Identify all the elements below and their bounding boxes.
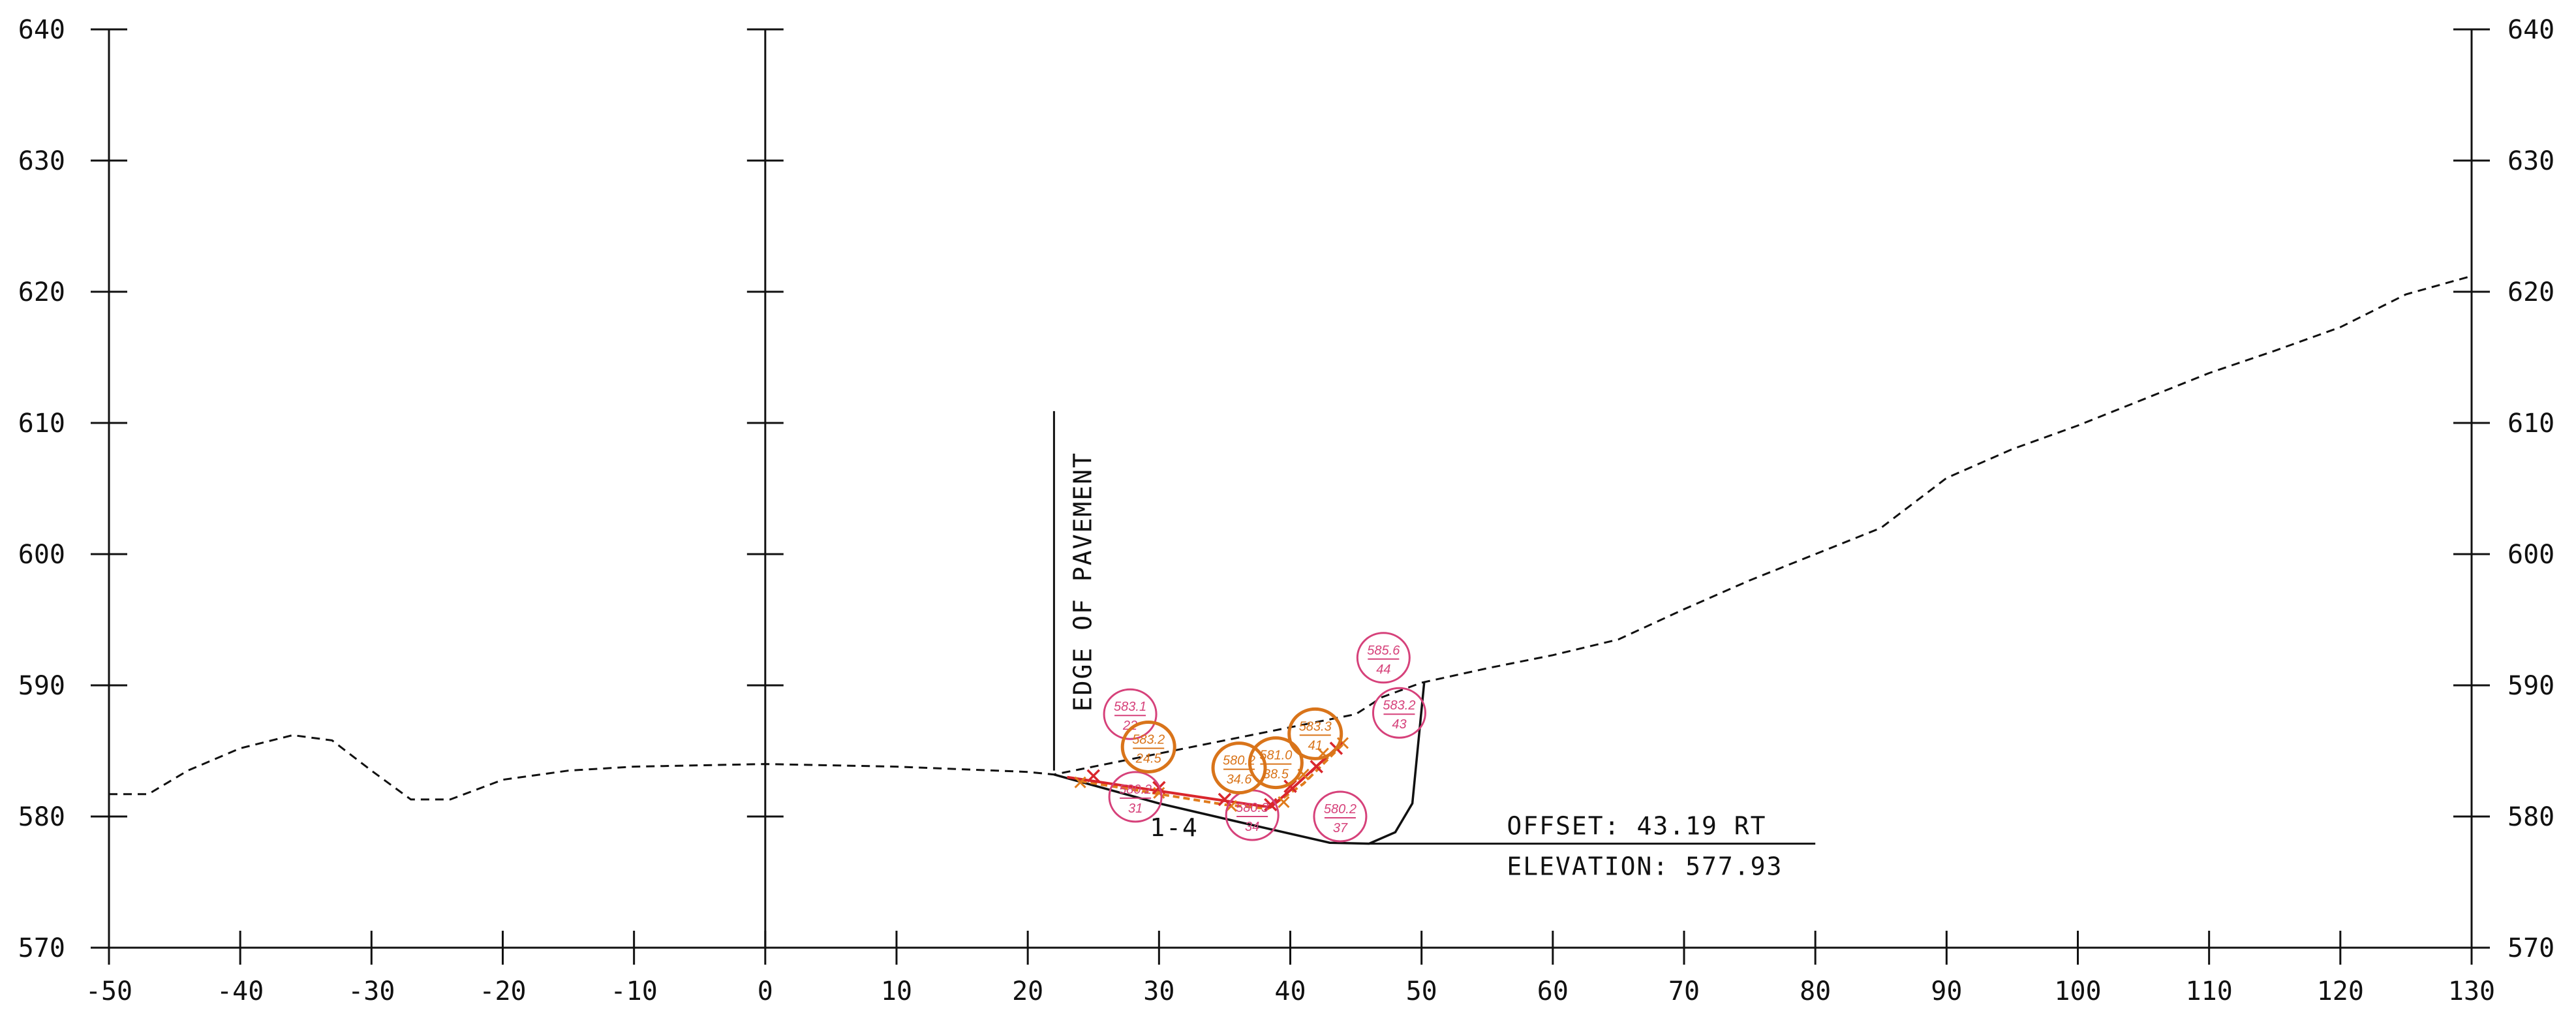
pink-bubble-offset: 44 [1376,662,1390,677]
red-survey-point [1310,760,1323,773]
x-tick-label: 0 [758,976,773,1006]
pink-bubble-elevation: 580.3 [1236,801,1268,815]
pink-bubble: 583.2 43 [1372,687,1426,739]
y-tick-label-right: 590 [2507,671,2554,701]
pink-bubble-offset: 31 [1128,801,1142,816]
x-tick-label: -50 [85,976,132,1006]
x-tick-label: 50 [1406,976,1437,1006]
pink-bubble-elevation: 580.2 [1324,802,1357,817]
y-tick-label-right: 580 [2507,802,2554,832]
pink-bubble: 583.1 22 [1103,688,1158,740]
orange-bubble: 583.3 41 [1287,707,1343,760]
existing-ground-dashed-line [109,275,2472,801]
pink-bubble-outline [1108,771,1163,823]
section-id-label: 1-4 [1150,813,1199,842]
x-tick-label: 40 [1274,976,1306,1006]
orange-survey-point [1278,796,1290,808]
y-tick-label-left: 640 [18,15,65,45]
x-tick-label: -10 [611,976,658,1006]
orange-bubble-elevation: 580.2 [1223,754,1255,768]
elevation-label: ELEVATION: 577.93 [1507,852,1783,881]
offset-label: OFFSET: 43.19 RT [1507,812,1766,841]
x-tick-label: 20 [1012,976,1043,1006]
orange-survey-point [1074,776,1086,788]
field-annotations: 583.1 22 580.2 31 580.3 34 580.2 37 585.6 44 583.2… [1067,632,1426,843]
profiles [109,275,2472,845]
drawing-notes: EDGE OF PAVEMENT 1-4 OFFSET: 43.19 RT EL… [1068,452,1816,881]
x-tick-label: 100 [2054,976,2101,1006]
y-tick-label-right: 630 [2507,146,2554,176]
pink-bubble-offset: 34 [1245,820,1259,834]
x-tick-label: 80 [1800,976,1831,1006]
y-tick-label-right: 600 [2507,540,2554,570]
x-tick-label: 60 [1537,976,1569,1006]
pink-bubble-elevation: 583.1 [1114,700,1146,714]
orange-bubble: 580.2 34.6 [1211,741,1267,795]
pink-bubble-offset: 22 [1122,719,1137,733]
y-tick-label-left: 630 [18,146,65,176]
orange-bubble-offset: 24.5 [1135,751,1162,766]
x-tick-label: -40 [217,976,264,1006]
proposed-section-line [1053,682,1426,845]
orange-bubble: 583.2 24.5 [1120,720,1176,773]
orange-survey-point [1153,786,1165,799]
orange-bubble-offset: 38.5 [1263,768,1289,782]
y-tick-label-left: 600 [18,540,65,570]
orange-bubble-outline [1248,736,1304,790]
pink-bubble-offset: 43 [1392,717,1406,732]
x-tick-label: 30 [1143,976,1174,1006]
y-tick-label-right: 570 [2507,933,2554,963]
orange-bubble-elevation: 583.3 [1299,719,1332,734]
x-tick-label: 110 [2186,976,2233,1006]
y-tick-label-right: 620 [2507,277,2554,307]
orange-bubble-offset: 41 [1308,738,1323,753]
x-tick-label: -30 [348,976,395,1006]
y-tick-label-left: 570 [18,933,65,963]
pink-bubble-outline [1356,632,1411,684]
orange-bubble-elevation: 581.0 [1259,749,1292,763]
pink-bubble: 585.6 44 [1356,632,1411,684]
x-tick-label: -20 [479,976,526,1006]
edge-of-pavement-label: EDGE OF PAVEMENT [1068,452,1097,711]
pink-bubble-outline [1313,790,1368,843]
pink-bubble-offset: 37 [1333,821,1348,835]
pink-bubble-elevation: 585.6 [1367,644,1400,658]
orange-bubble-outline [1287,707,1343,760]
pink-bubble: 580.3 34 [1225,789,1280,841]
x-tick-label: 120 [2317,976,2364,1006]
red-survey-point [1086,769,1100,783]
pink-bubble-elevation: 580.2 [1119,783,1152,797]
pink-bubble-elevation: 583.2 [1383,698,1415,713]
y-tick-label-left: 580 [18,802,65,832]
orange-bubble-outline [1120,720,1176,773]
x-tick-label: 130 [2448,976,2495,1006]
y-tick-label-right: 610 [2507,409,2554,439]
pink-bubble-outline [1103,688,1158,740]
x-tick-label: 90 [1931,976,1962,1006]
orange-bubble: 581.0 38.5 [1248,736,1304,790]
pink-bubble: 580.2 37 [1313,790,1368,843]
x-tick-label: 70 [1668,976,1700,1006]
pink-bubble-outline [1372,687,1426,739]
x-tick-label: 10 [881,976,912,1006]
orange-bubble-offset: 34.6 [1227,773,1253,787]
y-tick-label-right: 640 [2507,15,2554,45]
y-tick-label-left: 590 [18,671,65,701]
y-tick-label-left: 610 [18,409,65,439]
pink-bubble: 580.2 31 [1108,771,1163,823]
orange-bubble-outline [1211,741,1267,795]
y-tick-label-left: 620 [18,277,65,307]
orange-bubble-elevation: 583.2 [1132,732,1165,747]
